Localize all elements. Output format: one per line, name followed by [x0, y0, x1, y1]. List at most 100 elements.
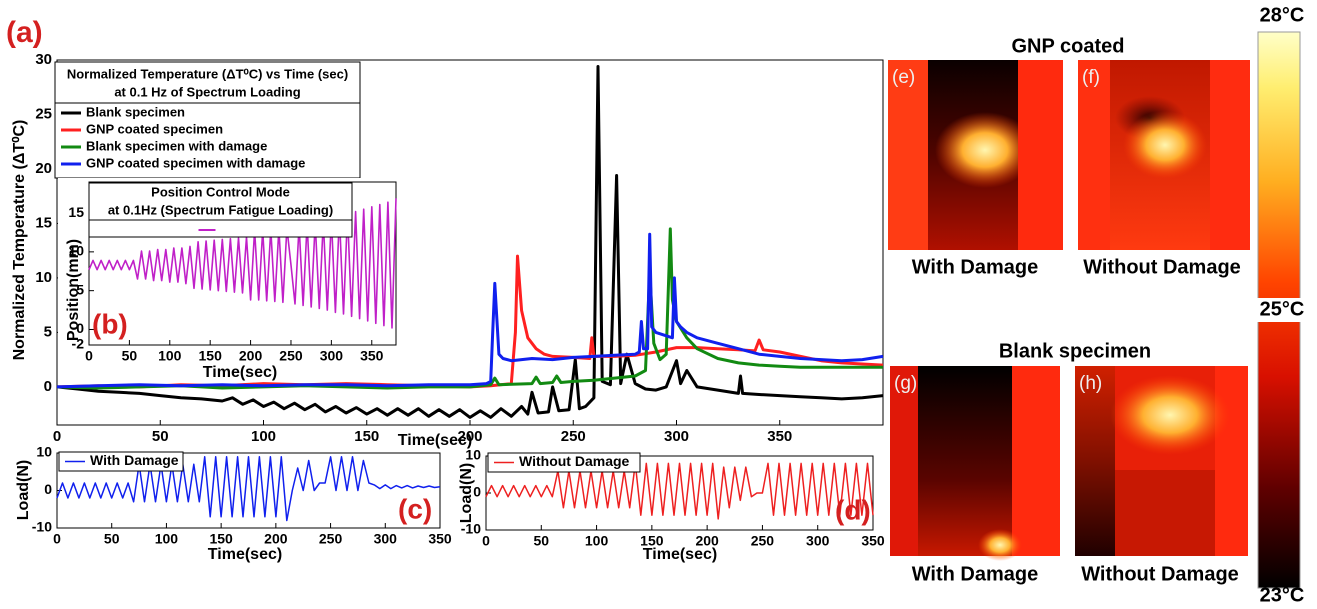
x-tick-label: 300	[374, 531, 398, 547]
y-tick-label: -2	[72, 336, 85, 352]
x-tick-label: 50	[104, 531, 120, 547]
y-tick-label: 5	[76, 281, 84, 297]
x-tick-label: 200	[264, 531, 288, 547]
y-axis-label: Normalized Temperature (ΔT⁰C)	[11, 120, 28, 361]
y-tick-label: -10	[32, 519, 52, 535]
legend-box	[54, 61, 361, 179]
x-axis-label: Time(sec)	[208, 546, 282, 563]
data-line	[485, 462, 874, 520]
panel-label: (h)	[1079, 373, 1102, 394]
y-tick-label: 15	[68, 204, 84, 220]
data-line	[88, 198, 397, 329]
panel-label: (c)	[398, 493, 432, 524]
legend-title: Normalized Temperature (ΔT⁰C) vs Time (s…	[67, 66, 348, 81]
y-tick-label: 10	[465, 447, 481, 463]
x-axis-label: Time(sec)	[203, 364, 277, 381]
x-tick-label: 350	[861, 533, 885, 549]
panel-label: (e)	[892, 67, 915, 88]
x-tick-label: 50	[122, 348, 138, 364]
legend-label: Blank specimen with damage	[86, 138, 267, 153]
y-tick-label: 15	[35, 214, 52, 231]
legend-label: Blank specimen	[86, 104, 185, 119]
legend-subtitle: at 0.1Hz (Spectrum Fatigue Loading)	[108, 202, 333, 217]
x-tick-label: 200	[457, 428, 482, 445]
x-tick-label: 300	[664, 428, 689, 445]
y-tick-label: 0	[44, 378, 52, 395]
caption: With Damage	[912, 256, 1039, 278]
x-tick-label: 100	[585, 533, 609, 549]
axes-frame	[88, 181, 397, 346]
thermal-image	[1075, 366, 1248, 556]
x-tick-label: 150	[199, 348, 223, 364]
y-tick-label: 10	[68, 243, 84, 259]
legend-box	[88, 182, 353, 238]
y-tick-label: 10	[35, 269, 52, 286]
x-tick-label: 0	[53, 428, 61, 445]
x-tick-label: 350	[428, 531, 452, 547]
x-tick-label: 300	[806, 533, 830, 549]
legend-subtitle: at 0.1 Hz of Spectrum Loading	[114, 84, 300, 99]
y-tick-label: 30	[35, 51, 52, 68]
panel-label: (a)	[6, 16, 43, 49]
x-tick-label: 250	[319, 531, 343, 547]
x-tick-label: 200	[239, 348, 263, 364]
x-tick-label: 350	[767, 428, 792, 445]
panel-label: (g)	[894, 373, 917, 394]
y-tick-label: 25	[35, 105, 52, 122]
x-tick-label: 0	[482, 533, 490, 549]
colorbar-label: 23°C	[1260, 584, 1305, 606]
y-tick-label: 10	[36, 444, 52, 460]
colorbar-label-bg	[1256, 298, 1306, 322]
x-axis-label: Time(sec)	[398, 432, 472, 449]
legend-label: With Damage	[90, 452, 179, 468]
panel-label: (b)	[92, 308, 128, 339]
y-tick-label: -10	[461, 521, 481, 537]
x-tick-label: 250	[751, 533, 775, 549]
legend-label: GNP coated specimen	[86, 121, 223, 136]
data-line	[56, 232, 884, 389]
y-tick-label: 5	[44, 323, 52, 340]
legend-label: GNP coated specimen with damage	[86, 155, 305, 170]
y-tick-label: 0	[76, 320, 84, 336]
y-axis-label: Load(N)	[15, 460, 32, 520]
x-tick-label: 0	[85, 348, 93, 364]
x-tick-label: 150	[640, 533, 664, 549]
legend-label: Without Damage	[519, 453, 630, 469]
legend-title: Position Control Mode	[151, 184, 290, 199]
y-tick-label: 0	[473, 484, 481, 500]
y-tick-label: 0	[44, 481, 52, 497]
data-line	[56, 456, 441, 522]
x-tick-label: 50	[533, 533, 549, 549]
thermal-image	[890, 366, 1060, 561]
panel-label: (f)	[1082, 67, 1100, 88]
caption: With Damage	[912, 563, 1039, 585]
x-tick-label: 100	[158, 348, 182, 364]
data-line	[56, 227, 883, 390]
legend-box	[58, 451, 184, 472]
panel-label: (d)	[835, 494, 871, 525]
thermal-image	[888, 60, 1063, 250]
x-tick-label: 50	[152, 428, 169, 445]
x-tick-label: 150	[209, 531, 233, 547]
y-axis-label: Position(mm)	[65, 239, 82, 341]
x-axis-label: Time(sec)	[643, 546, 717, 563]
legend-box	[487, 452, 641, 473]
x-tick-label: 100	[251, 428, 276, 445]
data-line	[56, 65, 884, 419]
y-tick-label: 20	[35, 160, 52, 177]
colorbar-label: 25°C	[1260, 298, 1305, 320]
group-title: Blank specimen	[999, 340, 1151, 362]
colorbar-label: 28°C	[1260, 4, 1305, 26]
x-tick-label: 350	[360, 348, 384, 364]
caption: Without Damage	[1083, 256, 1241, 278]
x-tick-label: 150	[354, 428, 379, 445]
x-tick-label: 300	[320, 348, 344, 364]
x-tick-label: 250	[561, 428, 586, 445]
thermal-image	[1078, 60, 1250, 250]
y-axis-label: Load(N)	[458, 463, 475, 523]
x-tick-label: 100	[155, 531, 179, 547]
caption: Without Damage	[1081, 563, 1239, 585]
x-tick-label: 250	[279, 348, 303, 364]
x-tick-label: 0	[53, 531, 61, 547]
